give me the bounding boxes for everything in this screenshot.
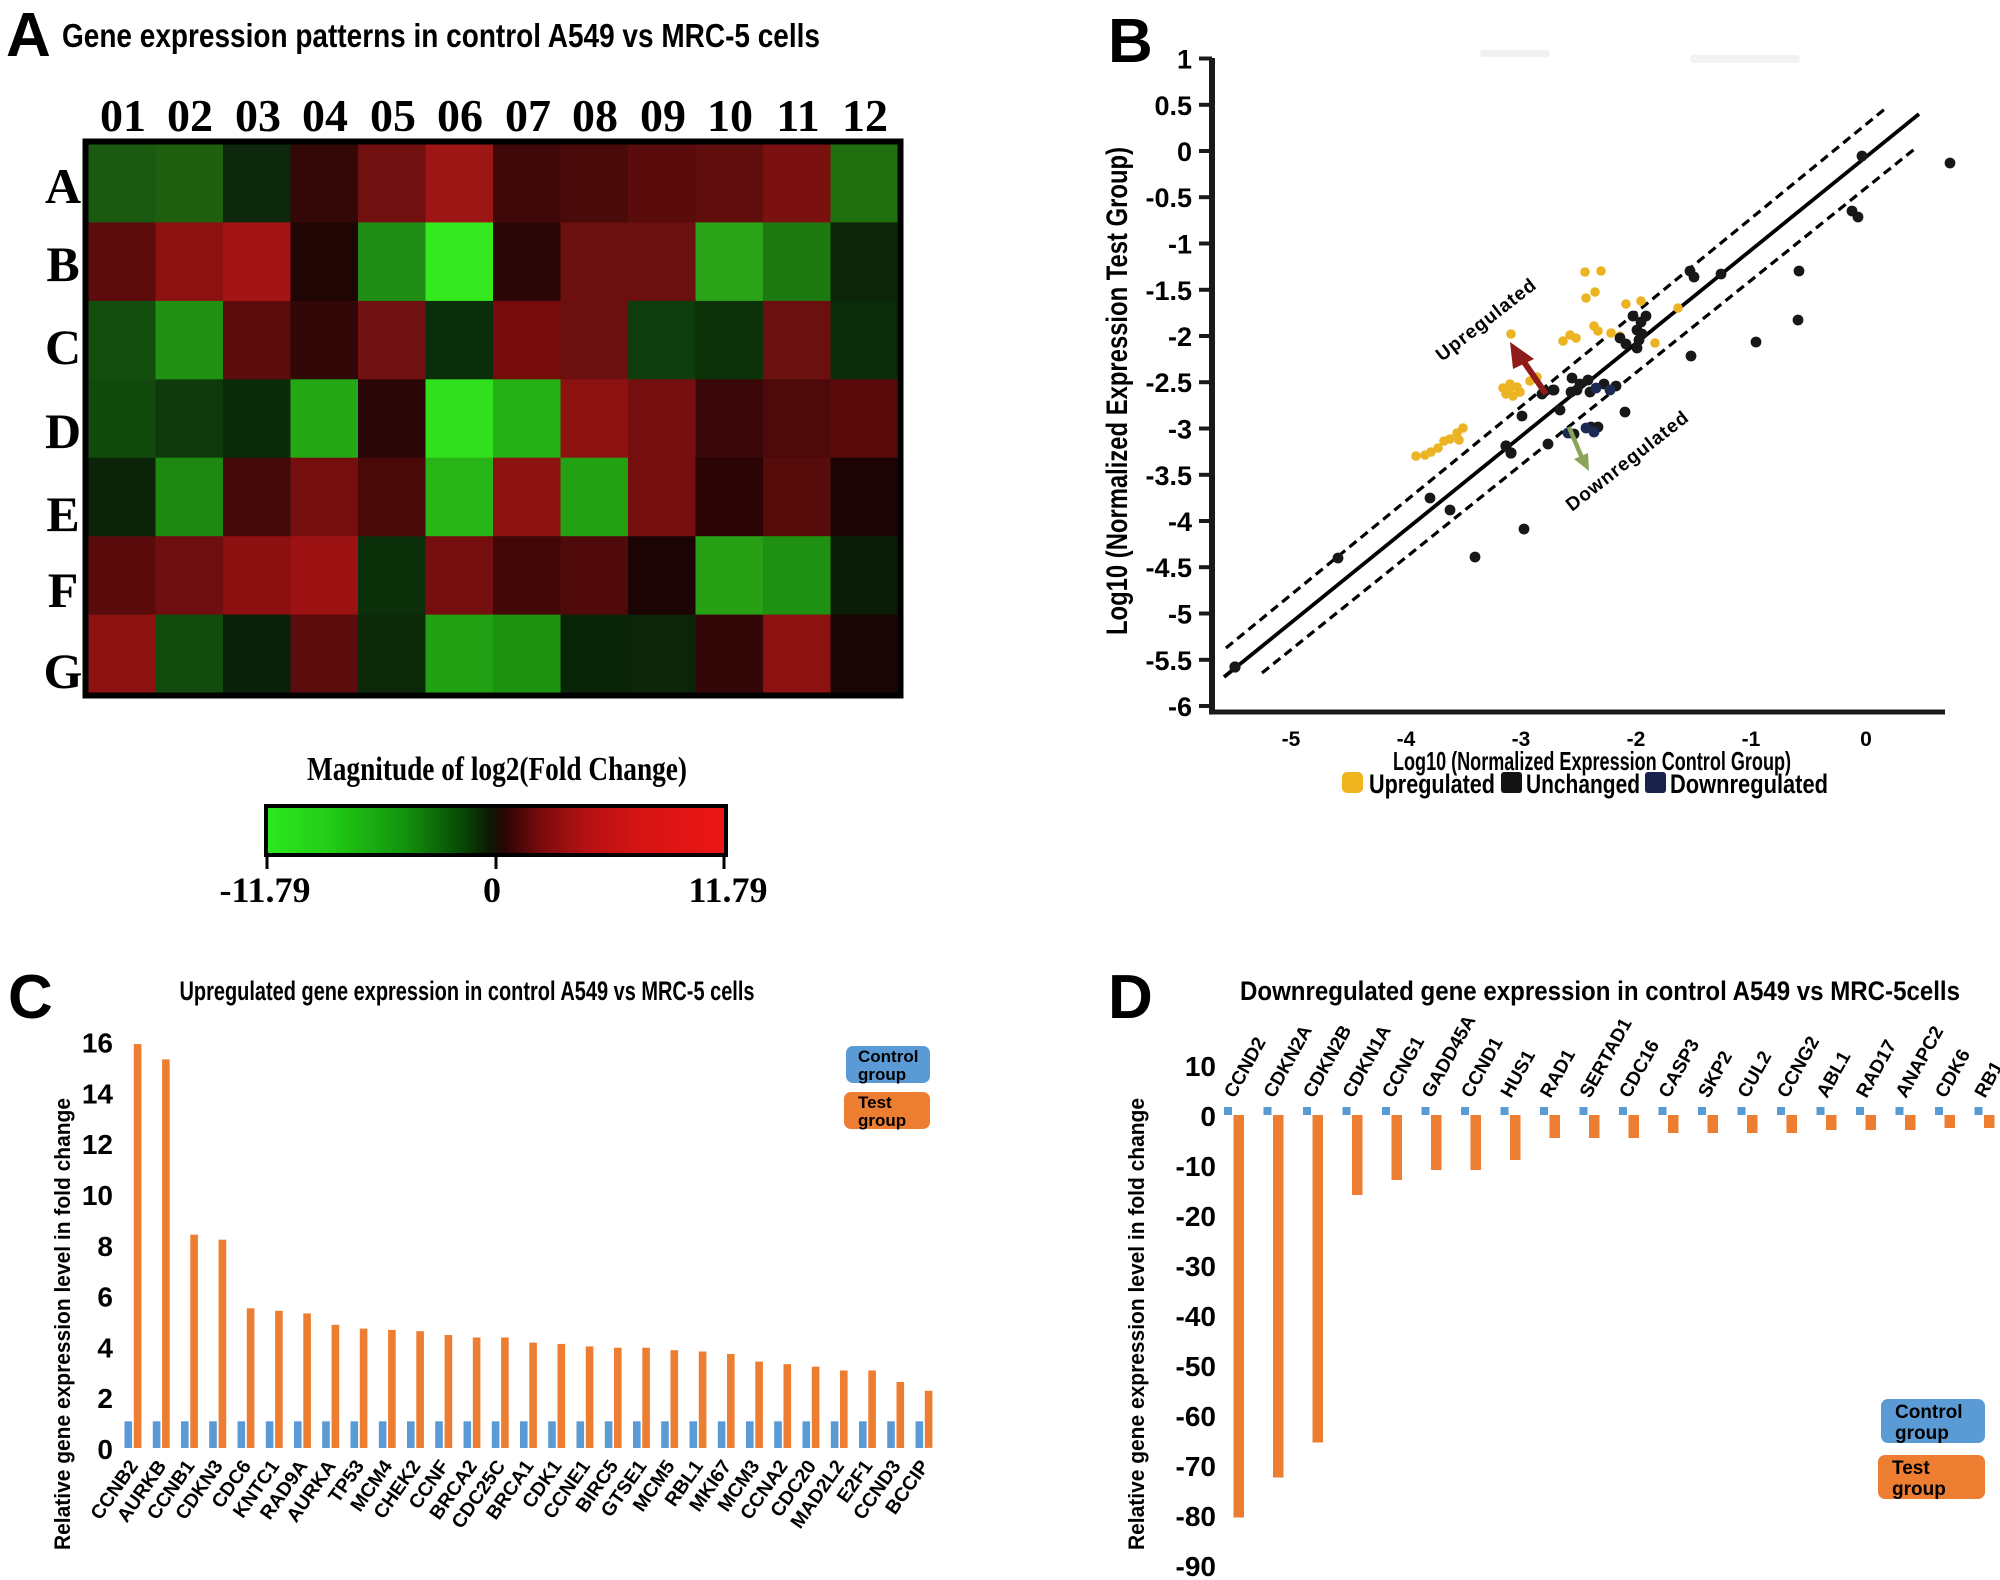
svg-text:-0.5: -0.5 bbox=[1145, 183, 1192, 213]
svg-text:G: G bbox=[44, 643, 83, 699]
svg-text:09: 09 bbox=[640, 90, 686, 141]
svg-text:A: A bbox=[6, 1, 51, 70]
svg-text:Magnitude of log2(Fold Change): Magnitude of log2(Fold Change) bbox=[307, 751, 687, 788]
svg-text:10: 10 bbox=[707, 90, 753, 141]
svg-text:03: 03 bbox=[235, 90, 281, 141]
svg-text:16: 16 bbox=[82, 1028, 113, 1059]
svg-text:A: A bbox=[45, 158, 81, 214]
svg-text:4: 4 bbox=[97, 1332, 113, 1363]
svg-text:group: group bbox=[1895, 1423, 1949, 1444]
svg-text:-3: -3 bbox=[1168, 415, 1192, 445]
svg-text:11: 11 bbox=[776, 90, 819, 141]
svg-text:-4: -4 bbox=[1397, 728, 1416, 751]
svg-text:04: 04 bbox=[302, 90, 348, 141]
svg-text:E: E bbox=[46, 486, 79, 542]
svg-text:10: 10 bbox=[1185, 1051, 1216, 1082]
svg-text:11.79: 11.79 bbox=[688, 870, 767, 910]
svg-text:-5: -5 bbox=[1282, 728, 1301, 751]
svg-text:-6: -6 bbox=[1168, 692, 1192, 722]
svg-text:Gene expression patterns in co: Gene expression patterns in control A549… bbox=[62, 17, 820, 54]
svg-text:Log10 (Normalized Expression: Log10 (Normalized Expression Control Gro… bbox=[1393, 746, 1791, 776]
svg-text:Test: Test bbox=[858, 1093, 892, 1112]
svg-text:-30: -30 bbox=[1176, 1251, 1216, 1282]
svg-text:RB1: RB1 bbox=[1971, 1058, 2000, 1102]
svg-text:Unchanged: Unchanged bbox=[1526, 769, 1640, 799]
svg-text:-80: -80 bbox=[1176, 1501, 1216, 1532]
svg-text:08: 08 bbox=[572, 90, 618, 141]
svg-text:Upregulated gene expression in: Upregulated gene expression in control A… bbox=[180, 976, 755, 1006]
svg-text:Test: Test bbox=[1892, 1458, 1930, 1479]
svg-text:CDK6: CDK6 bbox=[1932, 1046, 1975, 1101]
svg-text:-3: -3 bbox=[1512, 728, 1531, 751]
svg-text:-1: -1 bbox=[1742, 728, 1761, 751]
svg-text:group: group bbox=[1892, 1479, 1946, 1500]
svg-text:D: D bbox=[45, 403, 81, 459]
svg-text:D: D bbox=[1108, 963, 1153, 1032]
svg-text:-50: -50 bbox=[1176, 1351, 1216, 1382]
svg-text:CUL2: CUL2 bbox=[1734, 1048, 1776, 1102]
svg-text:F: F bbox=[48, 562, 79, 618]
svg-text:B: B bbox=[46, 236, 79, 292]
svg-text:Control: Control bbox=[858, 1047, 918, 1066]
svg-text:Upregulated: Upregulated bbox=[1369, 769, 1495, 799]
svg-text:6: 6 bbox=[97, 1282, 113, 1313]
svg-text:0: 0 bbox=[1200, 1101, 1216, 1132]
svg-text:0: 0 bbox=[1860, 728, 1872, 751]
svg-text:Downregulated gene expression: Downregulated gene expression in control… bbox=[1240, 976, 1960, 1006]
svg-text:-10: -10 bbox=[1176, 1151, 1216, 1182]
svg-text:14: 14 bbox=[82, 1078, 114, 1109]
svg-text:-40: -40 bbox=[1176, 1301, 1216, 1332]
svg-text:1: 1 bbox=[1177, 45, 1192, 75]
svg-text:-70: -70 bbox=[1176, 1451, 1216, 1482]
svg-text:C: C bbox=[45, 319, 81, 375]
svg-text:-2: -2 bbox=[1168, 322, 1192, 352]
svg-text:-5: -5 bbox=[1168, 600, 1192, 630]
svg-text:01: 01 bbox=[100, 90, 146, 141]
svg-text:05: 05 bbox=[370, 90, 416, 141]
svg-text:RAD1: RAD1 bbox=[1537, 1046, 1581, 1102]
svg-text:-1.5: -1.5 bbox=[1145, 276, 1192, 306]
svg-text:02: 02 bbox=[167, 90, 213, 141]
svg-text:Relative gene expression level: Relative gene expression level in fold c… bbox=[50, 1098, 75, 1550]
svg-text:-4.5: -4.5 bbox=[1145, 553, 1192, 583]
svg-text:-60: -60 bbox=[1176, 1401, 1216, 1432]
svg-text:0: 0 bbox=[1177, 137, 1192, 167]
svg-text:0: 0 bbox=[97, 1434, 113, 1465]
svg-text:0.5: 0.5 bbox=[1154, 91, 1192, 121]
svg-text:-20: -20 bbox=[1176, 1201, 1216, 1232]
svg-text:-5.5: -5.5 bbox=[1145, 646, 1192, 676]
svg-text:Relative gene expression level: Relative gene expression level in fold c… bbox=[1124, 1098, 1149, 1550]
svg-text:-90: -90 bbox=[1176, 1551, 1216, 1580]
svg-text:HUS1: HUS1 bbox=[1497, 1047, 1540, 1102]
svg-text:Upregulated: Upregulated bbox=[1432, 274, 1541, 366]
svg-text:group: group bbox=[858, 1065, 906, 1084]
svg-text:-11.79: -11.79 bbox=[219, 870, 310, 910]
svg-text:12: 12 bbox=[842, 90, 888, 141]
svg-text:06: 06 bbox=[437, 90, 483, 141]
svg-text:8: 8 bbox=[97, 1231, 113, 1262]
svg-text:2: 2 bbox=[97, 1383, 113, 1414]
svg-text:B: B bbox=[1108, 7, 1153, 76]
svg-text:-2.5: -2.5 bbox=[1145, 368, 1192, 398]
svg-text:10: 10 bbox=[82, 1180, 113, 1211]
svg-text:-3.5: -3.5 bbox=[1145, 461, 1192, 491]
svg-text:0: 0 bbox=[483, 870, 501, 910]
svg-text:ABL1: ABL1 bbox=[1813, 1047, 1856, 1101]
svg-text:12: 12 bbox=[82, 1129, 113, 1160]
svg-text:Downregulated: Downregulated bbox=[1670, 769, 1828, 799]
svg-text:SKP2: SKP2 bbox=[1695, 1048, 1737, 1102]
svg-text:Control: Control bbox=[1895, 1402, 1963, 1423]
svg-text:-4: -4 bbox=[1168, 507, 1192, 537]
svg-text:-1: -1 bbox=[1168, 230, 1192, 260]
svg-text:-2: -2 bbox=[1627, 728, 1646, 751]
svg-text:Log10 (Normalized Expression T: Log10 (Normalized Expression Test Group) bbox=[1101, 147, 1134, 635]
svg-text:07: 07 bbox=[505, 90, 551, 141]
svg-text:group: group bbox=[858, 1111, 906, 1130]
svg-text:C: C bbox=[8, 963, 53, 1032]
